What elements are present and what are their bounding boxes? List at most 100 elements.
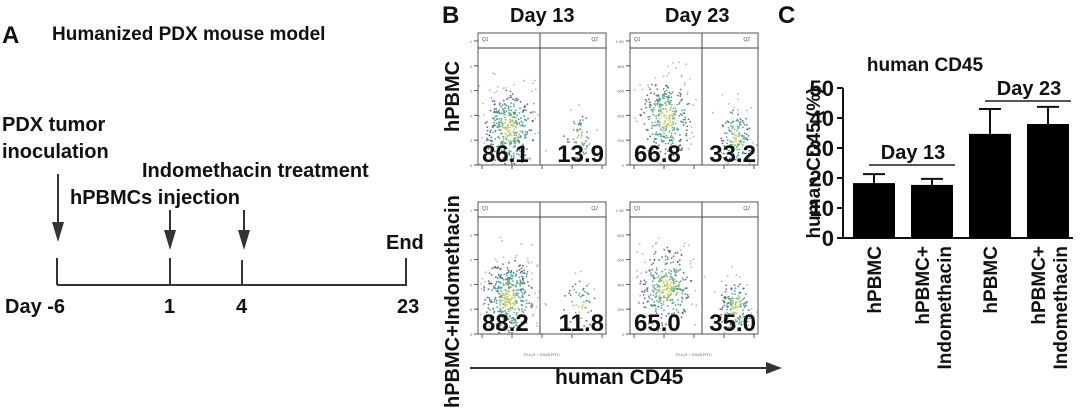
- event-dot: [668, 115, 671, 117]
- event-dot: [510, 273, 513, 276]
- event-dot: [651, 275, 654, 278]
- event-dot: [742, 121, 745, 124]
- event-dot: [501, 104, 504, 106]
- event-dot: [744, 304, 747, 307]
- event-dot: [481, 277, 484, 280]
- event-dot: [510, 124, 513, 127]
- event-dot: [737, 305, 740, 307]
- event-dot: [581, 304, 584, 307]
- event-dot: [653, 158, 656, 160]
- event-dot: [534, 118, 536, 120]
- event-dot: [664, 129, 667, 132]
- event-dot: [727, 313, 730, 315]
- event-dot: [740, 299, 742, 302]
- event-dot: [728, 297, 730, 300]
- event-dot: [749, 162, 751, 165]
- event-dot: [515, 254, 518, 257]
- event-dot: [478, 115, 481, 117]
- event-dot: [729, 313, 732, 315]
- event-dot: [485, 161, 488, 163]
- event-dot: [671, 115, 674, 117]
- event-dot: [672, 261, 675, 263]
- event-dot: [725, 136, 728, 138]
- event-dot: [526, 257, 529, 260]
- event-dot: [494, 115, 497, 118]
- bar: [853, 183, 895, 238]
- event-dot: [685, 63, 688, 66]
- event-dot: [524, 154, 526, 157]
- event-dot: [661, 140, 663, 143]
- event-dot: [573, 122, 576, 125]
- event-dot: [509, 314, 512, 317]
- event-dot: [655, 94, 658, 97]
- event-dot: [734, 143, 737, 146]
- event-dot: [491, 267, 494, 270]
- event-dot: [490, 136, 493, 139]
- event-dot: [538, 290, 540, 293]
- event-dot: [491, 125, 494, 128]
- event-dot: [673, 113, 676, 116]
- event-dot: [497, 285, 500, 288]
- event-dot: [667, 98, 669, 101]
- event-dot: [521, 264, 524, 267]
- event-dot: [666, 256, 669, 259]
- event-dot: [579, 270, 582, 273]
- event-dot: [644, 103, 647, 105]
- event-dot: [684, 278, 687, 281]
- event-dot: [497, 154, 500, 157]
- event-dot: [732, 121, 734, 123]
- event-dot: [664, 136, 667, 139]
- event-dot: [503, 326, 506, 329]
- event-dot: [633, 89, 636, 91]
- event-dot: [657, 161, 660, 164]
- event-dot: [497, 323, 500, 326]
- event-dot: [723, 157, 726, 160]
- event-dot: [489, 89, 491, 92]
- event-dot: [665, 289, 668, 291]
- event-dot: [735, 320, 737, 323]
- event-dot: [679, 134, 681, 137]
- event-dot: [658, 121, 661, 124]
- event-dot: [746, 128, 748, 131]
- event-dot: [681, 296, 683, 299]
- event-dot: [510, 160, 513, 163]
- event-dot: [520, 243, 523, 245]
- event-dot: [574, 156, 577, 159]
- event-dot: [749, 317, 751, 320]
- event-dot: [513, 137, 515, 140]
- event-dot: [723, 304, 726, 307]
- event-dot: [683, 109, 686, 111]
- event-dot: [639, 282, 642, 285]
- event-dot: [496, 156, 499, 159]
- event-dot: [593, 288, 596, 291]
- event-dot: [508, 149, 511, 152]
- event-dot: [519, 279, 522, 281]
- event-dot: [678, 92, 681, 94]
- event-dot: [647, 86, 650, 89]
- event-dot: [677, 311, 680, 313]
- event-dot: [677, 303, 680, 306]
- event-dot: [521, 123, 524, 126]
- event-dot: [659, 108, 662, 110]
- event-dot: [665, 126, 668, 129]
- event-dot: [493, 300, 496, 303]
- event-dot: [487, 303, 490, 306]
- event-dot: [530, 287, 533, 289]
- event-dot: [735, 120, 738, 122]
- event-dot: [515, 300, 517, 303]
- quadrant-label: Q1: [634, 206, 641, 212]
- event-dot: [577, 294, 580, 297]
- y-tick-label: 600: [470, 258, 473, 263]
- event-dot: [515, 285, 518, 288]
- event-dot: [674, 132, 677, 135]
- event-dot: [723, 300, 726, 303]
- event-dot: [730, 130, 732, 133]
- event-dot: [495, 282, 497, 285]
- q2-percentage: 35.0: [709, 310, 756, 337]
- event-dot: [496, 90, 499, 93]
- event-dot: [505, 138, 507, 141]
- event-dot: [507, 329, 510, 332]
- event-dot: [537, 296, 539, 299]
- event-dot: [653, 109, 655, 111]
- event-dot: [497, 273, 500, 276]
